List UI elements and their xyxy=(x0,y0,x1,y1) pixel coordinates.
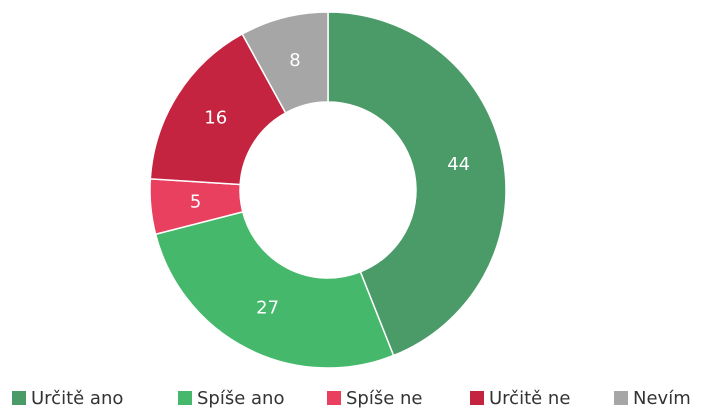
legend-swatch xyxy=(614,391,628,405)
slice xyxy=(327,11,507,357)
legend-label: Určitě ne xyxy=(489,388,570,409)
legend-swatch xyxy=(327,391,341,405)
legend-label: Určitě ano xyxy=(31,388,123,409)
legend-swatch xyxy=(178,391,192,405)
data-label: 27 xyxy=(256,298,279,319)
legend-swatch xyxy=(12,391,26,405)
legend-swatch xyxy=(470,391,484,405)
data-label: 8 xyxy=(289,50,300,71)
slice xyxy=(154,210,395,369)
data-label: 44 xyxy=(447,154,470,175)
legend-label: Nevím xyxy=(633,388,691,409)
legend-label: Spíše ano xyxy=(197,388,284,409)
legend-label: Spíše ne xyxy=(346,388,423,409)
slice xyxy=(241,11,329,114)
data-label: 16 xyxy=(204,108,227,129)
data-label: 5 xyxy=(190,192,201,213)
slice xyxy=(149,32,287,186)
